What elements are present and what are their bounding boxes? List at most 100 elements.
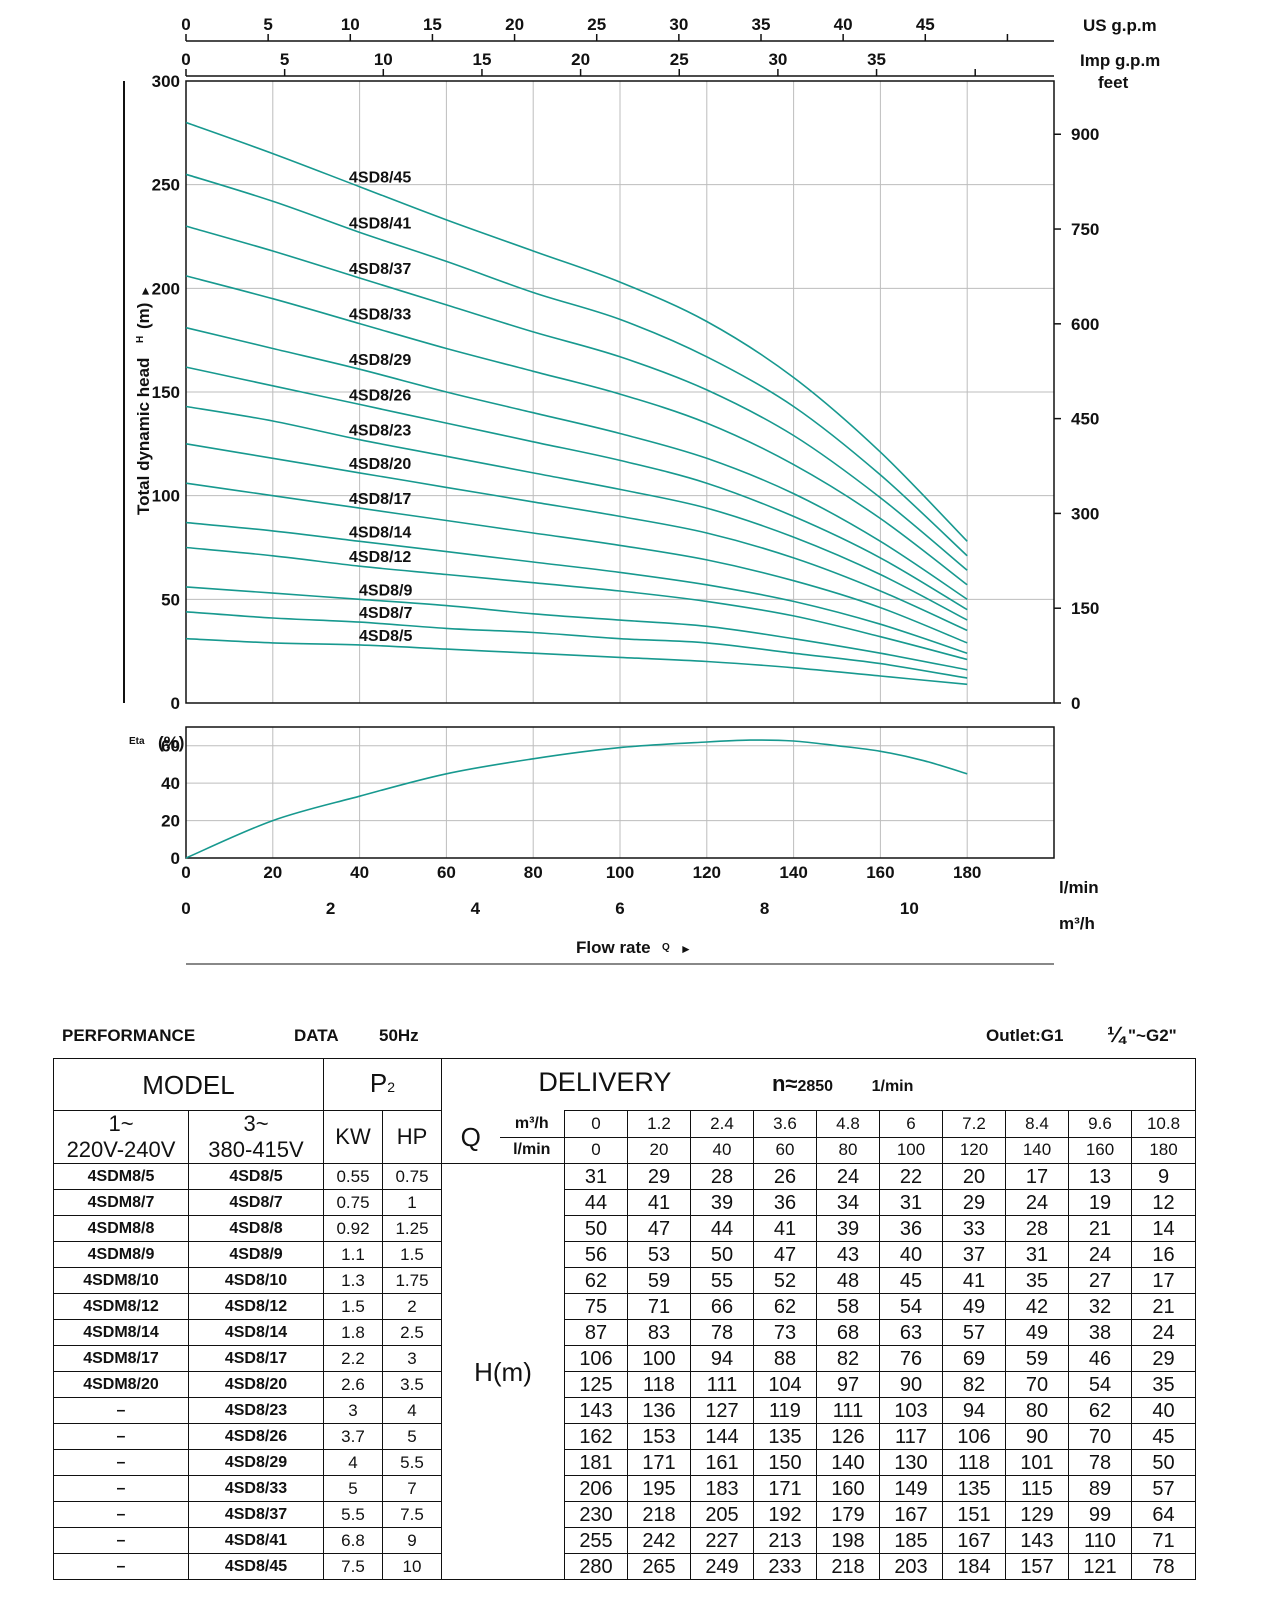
x-tick-label-lmin: 80	[524, 863, 543, 882]
us-gpm-tick-label: 15	[423, 15, 442, 34]
hp-cell: 2	[382, 1293, 442, 1320]
q-m3h-cell: 2.4	[690, 1110, 754, 1138]
kw-cell: 0.55	[323, 1163, 383, 1190]
q-lmin-cell: 60	[753, 1136, 817, 1164]
feet-tick-label: 900	[1071, 125, 1099, 144]
head-value-cell: 52	[753, 1267, 817, 1294]
head-value-cell: 17	[1005, 1163, 1069, 1190]
q-lmin-unit: l/min	[499, 1136, 565, 1164]
hp-cell: 2.5	[382, 1319, 442, 1346]
single-phase-model: –	[53, 1423, 189, 1450]
outlet-fraction: ¼	[1107, 1022, 1126, 1047]
single-phase-model: –	[53, 1449, 189, 1476]
performance-table: MODEL P2 DELIVERY n≈2850 1/min 1~ 220V-24…	[53, 1058, 1196, 1580]
head-value-cell: 47	[627, 1215, 691, 1242]
hp-cell: 1	[382, 1189, 442, 1216]
kw-header: KW	[323, 1110, 383, 1164]
head-value-cell: 54	[1068, 1371, 1132, 1398]
curve-label: 4SD8/5	[359, 628, 412, 645]
head-value-cell: 126	[816, 1423, 880, 1450]
q-lmin-cell: 120	[942, 1136, 1006, 1164]
x-tick-label-lmin: 140	[779, 863, 807, 882]
head-value-cell: 160	[816, 1475, 880, 1502]
head-value-cell: 39	[816, 1215, 880, 1242]
head-curve	[185, 637, 968, 686]
head-value-cell: 54	[879, 1293, 943, 1320]
head-value-cell: 35	[1005, 1267, 1069, 1294]
head-curve	[185, 366, 968, 611]
head-value-cell: 117	[879, 1423, 943, 1450]
q-m3h-cell: 1.2	[627, 1110, 691, 1138]
single-phase-model: –	[53, 1397, 189, 1424]
kw-cell: 1.5	[323, 1293, 383, 1320]
head-curve	[185, 275, 968, 586]
imp-gpm-tick-label: 25	[670, 50, 689, 69]
head-value-cell: 88	[753, 1345, 817, 1372]
head-value-cell: 162	[564, 1423, 628, 1450]
head-value-cell: 35	[1131, 1371, 1196, 1398]
head-curve	[185, 611, 968, 679]
head-value-cell: 26	[753, 1163, 817, 1190]
head-value-cell: 45	[1131, 1423, 1196, 1450]
head-value-cell: 46	[1068, 1345, 1132, 1372]
head-value-cell: 59	[627, 1267, 691, 1294]
head-value-cell: 44	[690, 1215, 754, 1242]
us-gpm-tick-label: 5	[263, 15, 272, 34]
kw-cell: 1.8	[323, 1319, 383, 1346]
head-value-cell: 13	[1068, 1163, 1132, 1190]
head-value-cell: 130	[879, 1449, 943, 1476]
head-value-cell: 118	[627, 1371, 691, 1398]
hp-cell: 9	[382, 1527, 442, 1554]
head-value-cell: 68	[816, 1319, 880, 1346]
head-value-cell: 49	[1005, 1319, 1069, 1346]
head-value-cell: 63	[879, 1319, 943, 1346]
us-gpm-tick-label: 40	[834, 15, 853, 34]
eta-curve	[185, 739, 968, 859]
head-value-cell: 31	[564, 1163, 628, 1190]
head-value-cell: 192	[753, 1501, 817, 1528]
head-value-cell: 39	[690, 1189, 754, 1216]
kw-cell: 2.6	[323, 1371, 383, 1398]
head-value-cell: 33	[942, 1215, 1006, 1242]
head-value-cell: 42	[1005, 1293, 1069, 1320]
head-value-cell: 9	[1131, 1163, 1196, 1190]
q-m3h-cell: 10.8	[1131, 1110, 1196, 1138]
table-row: 4SDM8/12 4SD8/12 1.5 2 75 71 66 62 58 54 49 42 32 21	[53, 1293, 1196, 1320]
curve-label: 4SD8/14	[349, 524, 411, 541]
head-value-cell: 45	[879, 1267, 943, 1294]
q-m3h-cell: 0	[564, 1110, 628, 1138]
x-tick-label-lmin: 20	[263, 863, 282, 882]
head-value-cell: 29	[627, 1163, 691, 1190]
eta-y-tick-label: 60	[161, 737, 180, 756]
head-value-cell: 195	[627, 1475, 691, 1502]
head-value-cell: 40	[879, 1241, 943, 1268]
head-value-cell: 50	[690, 1241, 754, 1268]
kw-cell: 4	[323, 1449, 383, 1476]
head-value-cell: 76	[879, 1345, 943, 1372]
three-phase-model: 4SD8/14	[188, 1319, 324, 1346]
x-tick-label-m3h: 4	[471, 899, 481, 918]
hp-cell: 0.75	[382, 1163, 442, 1190]
three-phase-model: 4SD8/5	[188, 1163, 324, 1190]
head-value-cell: 41	[942, 1267, 1006, 1294]
kw-cell: 1.1	[323, 1241, 383, 1268]
head-value-cell: 140	[816, 1449, 880, 1476]
head-value-cell: 90	[879, 1371, 943, 1398]
three-phase-model: 4SD8/29	[188, 1449, 324, 1476]
imp-gpm-unit: Imp g.p.m	[1080, 51, 1160, 70]
imp-gpm-tick-label: 20	[571, 50, 590, 69]
head-value-cell: 50	[1131, 1449, 1196, 1476]
head-value-cell: 104	[753, 1371, 817, 1398]
head-value-cell: 115	[1005, 1475, 1069, 1502]
table-row: –4SD8/41 6.8 9 255 242 227 213 198 185 167 143 110 7…	[53, 1527, 1196, 1554]
three-phase-model: 4SD8/17	[188, 1345, 324, 1372]
head-value-cell: 111	[690, 1371, 754, 1398]
x-tick-label-lmin: 180	[953, 863, 981, 882]
head-value-cell: 230	[564, 1501, 628, 1528]
head-unit-label: H(m)	[441, 1163, 565, 1580]
head-value-cell: 227	[690, 1527, 754, 1554]
head-value-cell: 29	[1131, 1345, 1196, 1372]
head-curve	[185, 546, 968, 661]
q-m3h-cell: 3.6	[753, 1110, 817, 1138]
x-tick-label-m3h: 2	[326, 899, 335, 918]
